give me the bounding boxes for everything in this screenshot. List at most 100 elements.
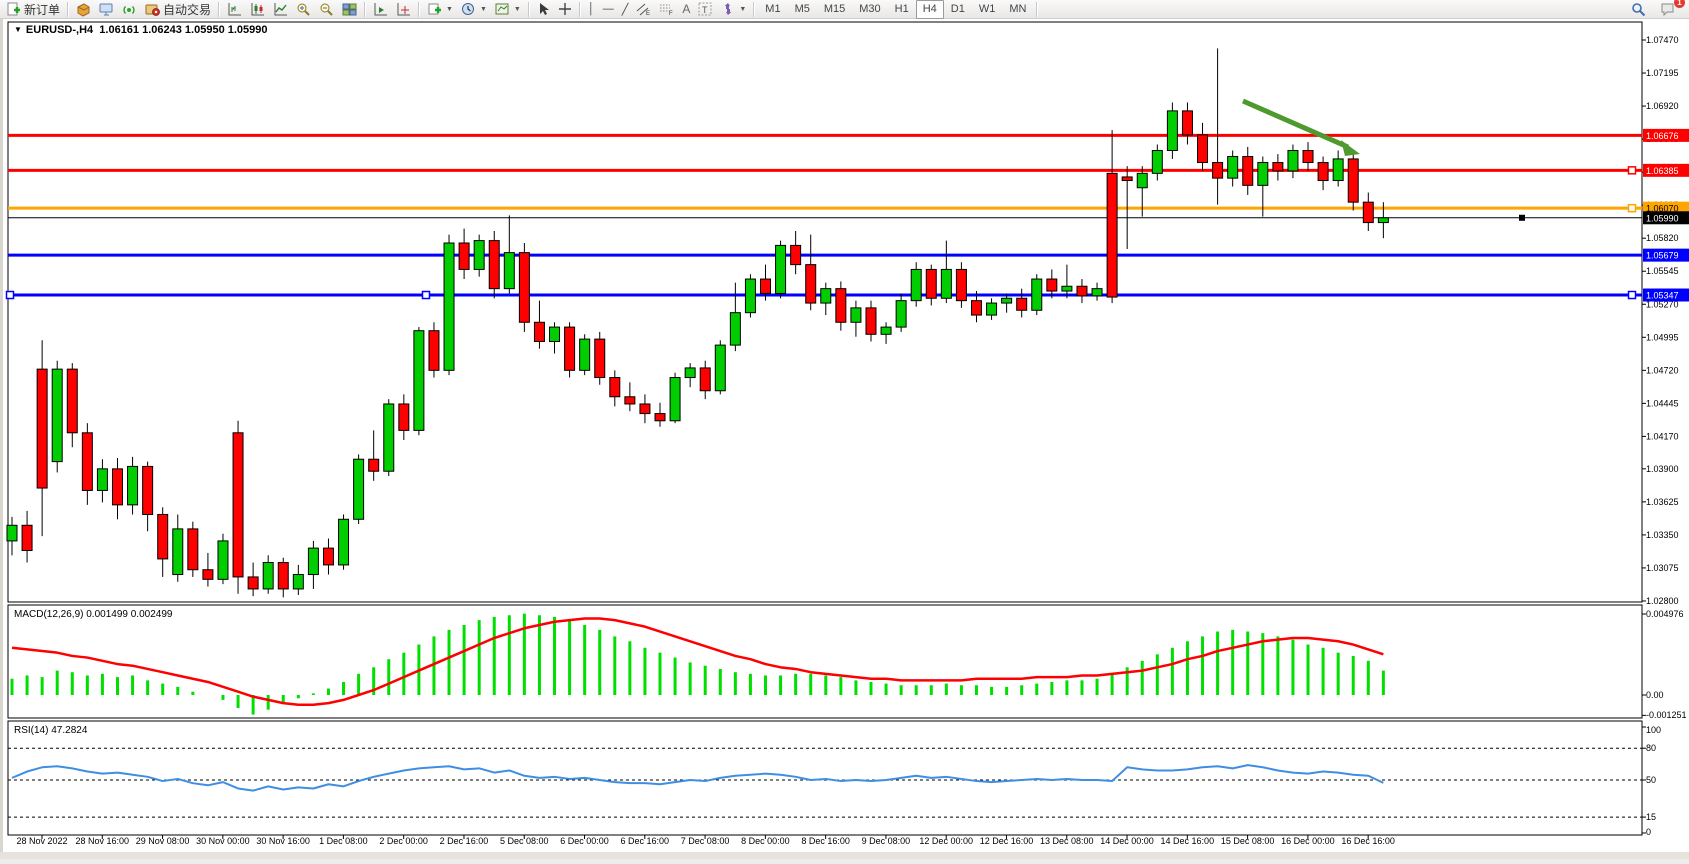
bar-chart-button[interactable]	[223, 1, 246, 18]
rsi-indicator-label: RSI(14) 47.2824	[14, 725, 88, 736]
line-chart-button[interactable]	[269, 1, 292, 18]
line-handle[interactable]	[421, 290, 431, 300]
timeframe-m1[interactable]: M1	[765, 2, 781, 15]
timeframe-m30[interactable]: M30	[859, 2, 881, 15]
timeframe-h1[interactable]: H1	[894, 2, 909, 15]
candle	[1242, 146, 1254, 195]
timeframe-h4[interactable]: H4	[915, 0, 944, 19]
horizontal-line-tool[interactable]: —	[602, 3, 614, 15]
candle	[66, 363, 78, 448]
new-order-button[interactable]: 新订单	[2, 1, 64, 18]
symbol-dropdown-icon[interactable]: ▼	[14, 25, 22, 34]
timeframe-m15[interactable]: M15	[823, 2, 846, 15]
price-line-label: 1.06070	[1646, 204, 1679, 214]
rsi-tick-label: 0	[1646, 827, 1651, 837]
arrows-tool[interactable]: ▼	[717, 1, 750, 18]
date-tick-label: 9 Dec 08:00	[862, 836, 911, 846]
candle	[458, 228, 470, 280]
candle	[910, 262, 922, 307]
candle	[699, 360, 711, 400]
indicators-button[interactable]: ▼	[423, 1, 457, 18]
candle	[895, 293, 907, 332]
crosshair-tool-button[interactable]	[554, 1, 576, 18]
line-handle[interactable]	[5, 290, 15, 300]
notifications-button[interactable]: 1	[1656, 0, 1685, 18]
candle	[307, 540, 319, 589]
candlestick-chart-button[interactable]	[246, 1, 269, 18]
indicators-icon	[428, 3, 442, 14]
horizontal-lines[interactable]	[8, 133, 1642, 297]
timeframe-mn[interactable]: MN	[1009, 2, 1027, 15]
candle	[669, 372, 681, 424]
template-icon	[495, 3, 509, 14]
svg-text:T: T	[702, 5, 708, 15]
timeframe-w1[interactable]: W1	[978, 2, 996, 15]
candle	[1227, 150, 1239, 187]
zoom-out-button[interactable]	[315, 1, 338, 18]
clock-icon	[461, 2, 474, 15]
candle	[232, 420, 244, 594]
text-tool[interactable]: A	[682, 2, 691, 16]
candle	[398, 394, 410, 440]
date-tick-label: 14 Dec 00:00	[1100, 836, 1154, 846]
candle	[684, 363, 696, 388]
line-handle[interactable]	[1627, 290, 1637, 300]
candle	[835, 281, 847, 331]
candle	[925, 264, 937, 306]
candle	[714, 340, 726, 395]
templates-button[interactable]: ▼	[491, 1, 525, 18]
line-handle[interactable]	[1627, 203, 1637, 213]
candle	[157, 507, 169, 577]
candle	[760, 264, 771, 301]
chart-shift-button[interactable]	[392, 1, 415, 18]
vertical-line-tool[interactable]: │	[587, 3, 595, 15]
cursor-tool-button[interactable]	[533, 1, 554, 18]
candle	[322, 538, 334, 575]
mailbox-button[interactable]	[72, 1, 95, 18]
candle	[473, 234, 485, 277]
candle	[1061, 264, 1073, 299]
line-handle[interactable]	[1627, 166, 1637, 175]
autotrade-button[interactable]: 自动交易	[141, 1, 215, 18]
chevron-down-icon: ▼	[479, 5, 487, 13]
candle	[1031, 274, 1043, 316]
signal-button[interactable]	[118, 1, 141, 18]
line-handles[interactable]	[5, 166, 1637, 300]
tile-windows-button[interactable]	[338, 1, 361, 18]
signal-icon	[123, 5, 135, 14]
timeframe-m5[interactable]: M5	[794, 2, 810, 15]
candle	[1076, 279, 1088, 304]
terminal-button[interactable]	[95, 1, 118, 18]
candle	[36, 340, 48, 537]
candle	[1106, 130, 1118, 304]
channel-tool[interactable]: E	[632, 1, 655, 18]
candle	[1272, 154, 1284, 181]
date-tick-label: 16 Dec 00:00	[1281, 836, 1335, 846]
text-label-icon: T	[698, 2, 712, 16]
price-line-label: 1.06676	[1646, 131, 1679, 141]
date-tick-label: 28 Nov 2022	[16, 836, 67, 846]
search-button[interactable]	[1627, 1, 1650, 18]
fibonacci-tool[interactable]: F	[655, 1, 678, 18]
chart-title: ▼ EURUSD-,H4 1.06161 1.06243 1.05950 1.05…	[14, 24, 268, 36]
line-handle[interactable]	[1519, 214, 1525, 221]
new-order-label: 新订单	[24, 2, 61, 17]
auto-scroll-icon	[374, 2, 388, 15]
trend-arrow-annotation[interactable]	[1241, 98, 1360, 156]
price-line-label: 1.06385	[1646, 166, 1679, 176]
auto-scroll-button[interactable]	[369, 1, 392, 18]
trendline-tool[interactable]: ╱	[621, 3, 629, 16]
timeframe-d1[interactable]: D1	[950, 2, 965, 15]
date-tick-label: 16 Dec 16:00	[1341, 836, 1395, 846]
separator	[1036, 1, 1039, 17]
date-tick-label: 2 Dec 00:00	[379, 836, 428, 846]
macd-signal-line	[11, 617, 1384, 707]
periods-button[interactable]: ▼	[457, 1, 491, 18]
svg-text:F: F	[669, 11, 673, 16]
candle	[1257, 156, 1269, 217]
candle	[533, 300, 545, 349]
date-axis[interactable]: 28 Nov 2022 28 Nov 16:00 29 Nov 08:00 30 No…	[16, 835, 1395, 846]
zoom-in-button[interactable]	[292, 1, 315, 18]
label-tool[interactable]: T	[694, 1, 717, 18]
